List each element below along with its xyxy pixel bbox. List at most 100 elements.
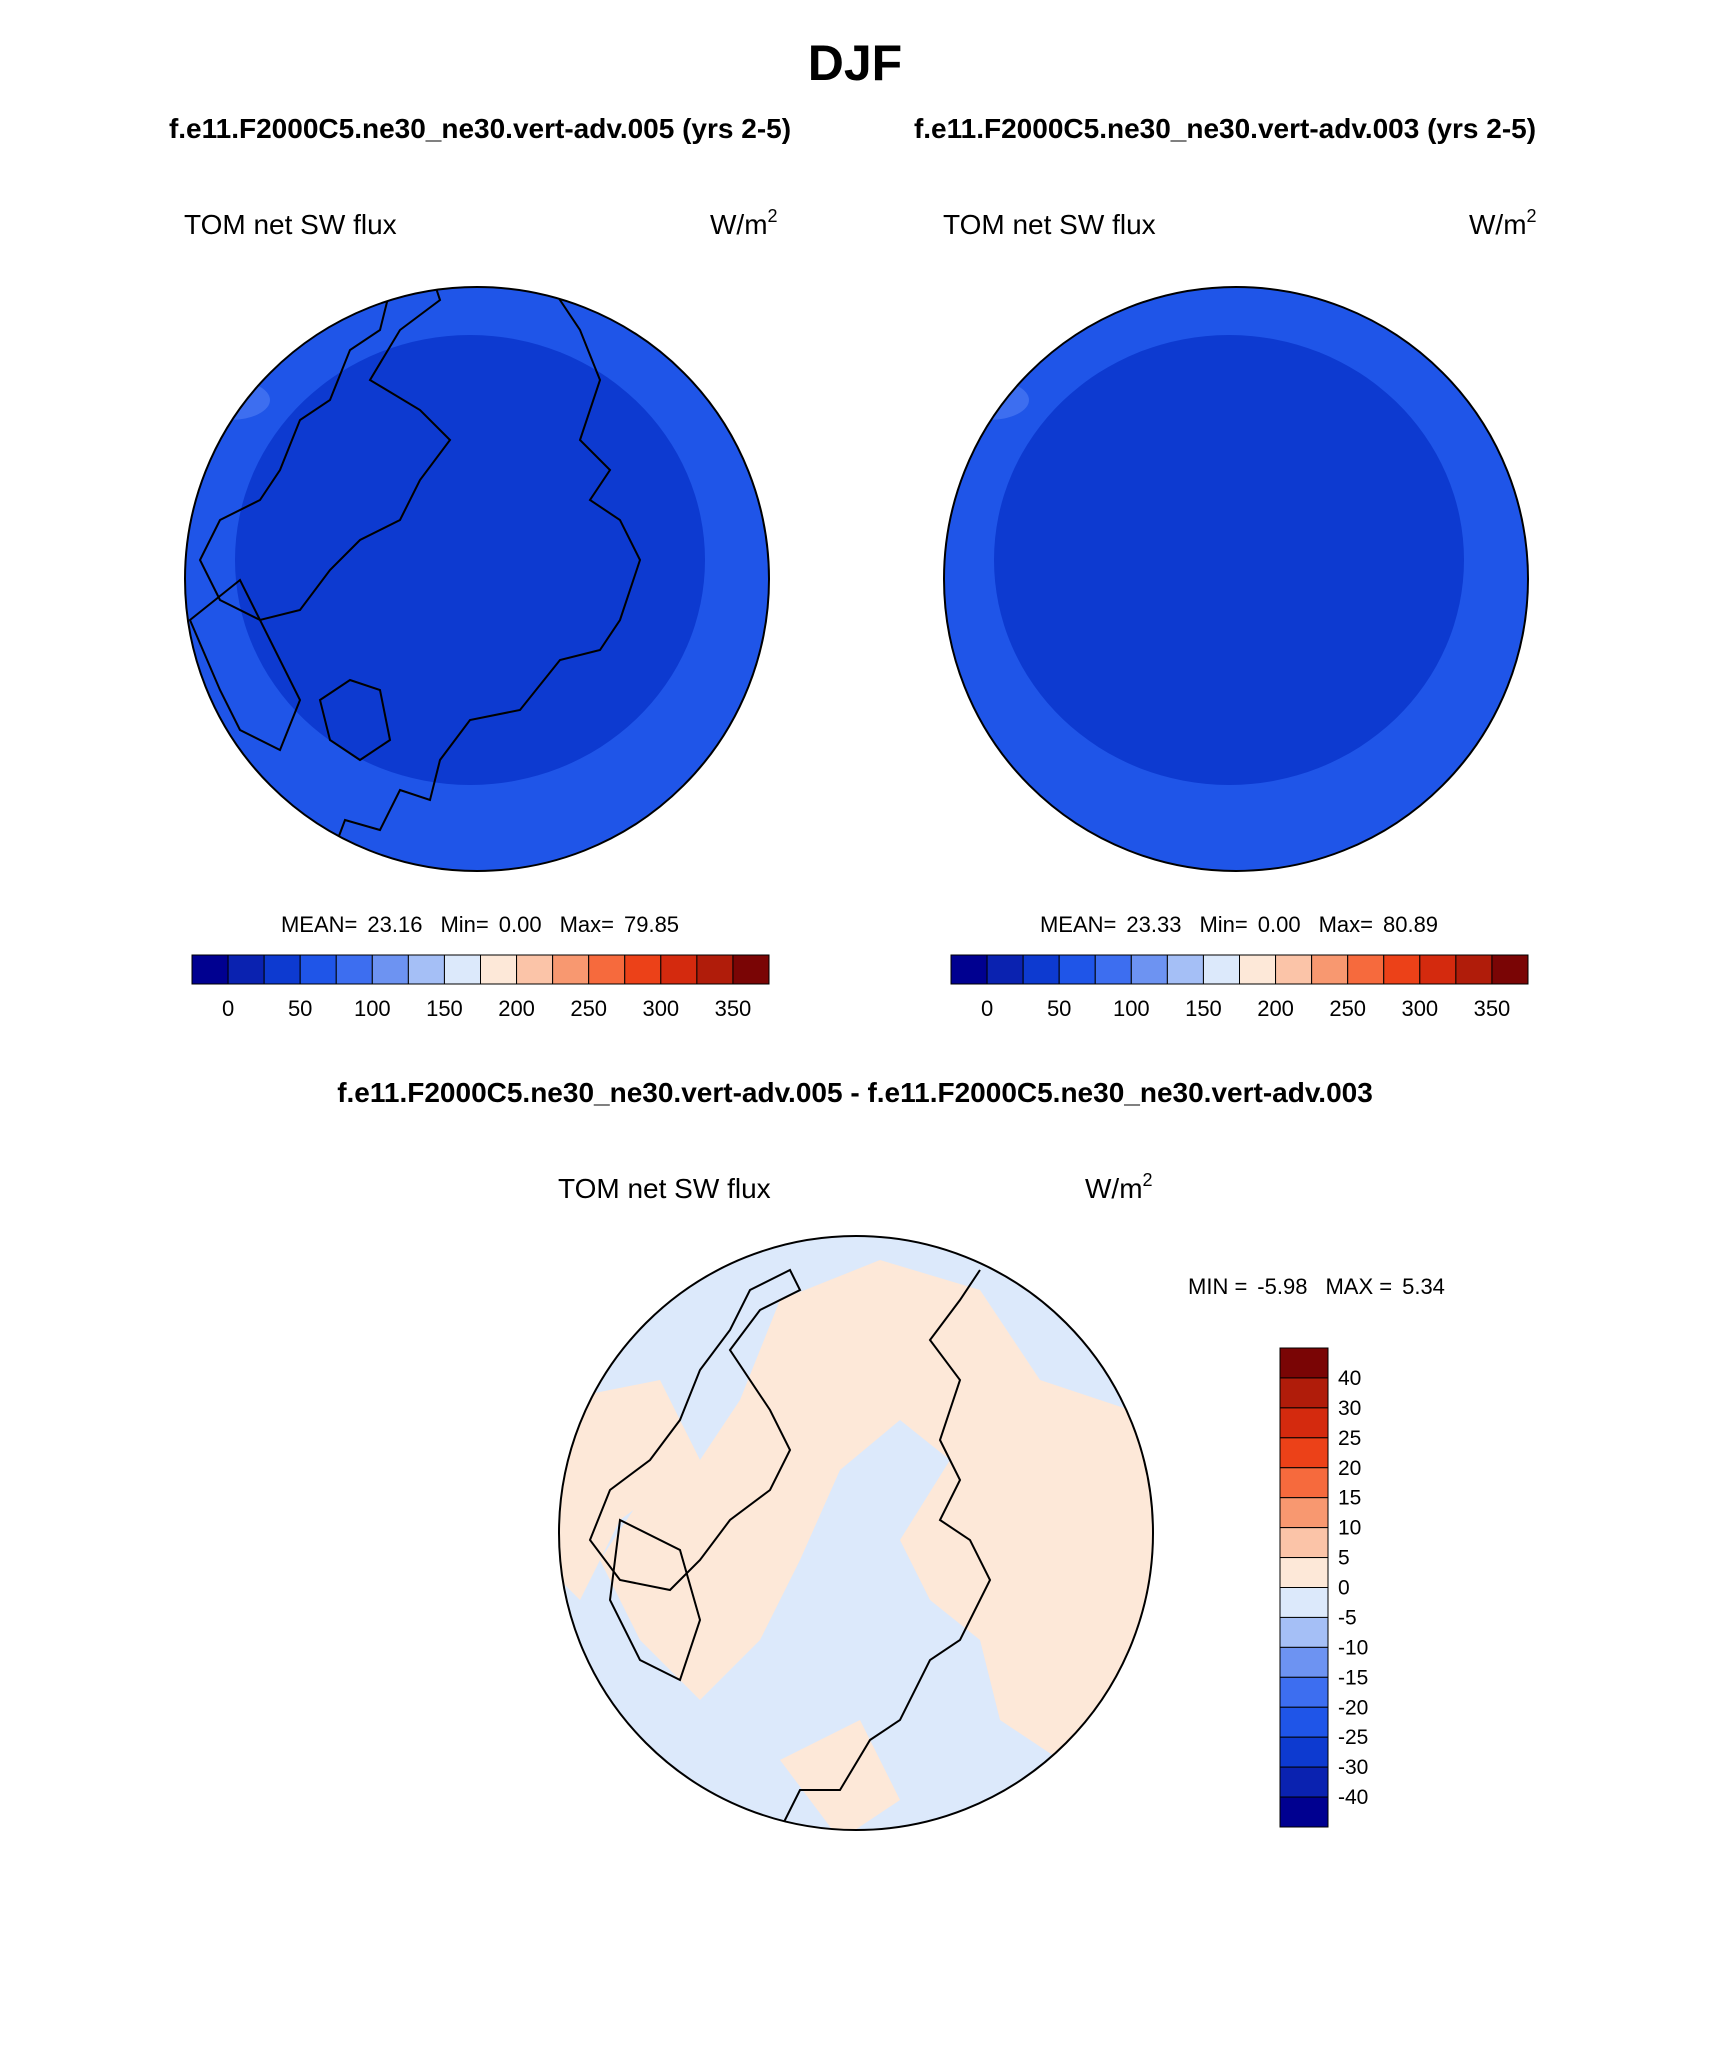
colorbar-box [1058,954,1096,985]
colorbar-label: -30 [1338,1756,1368,1779]
colorbar-box [552,954,590,985]
panel-label: TOM net SW flux [558,1173,771,1204]
colorbar-box [1022,954,1060,985]
colorbar-box [263,954,301,985]
colorbar-label: 150 [1185,996,1222,1021]
stats-min-label: MIN = [1188,1274,1247,1299]
colorbar-box [1279,1706,1329,1738]
colorbar-label: 200 [498,996,535,1021]
units-text: W/m [710,209,768,240]
colorbar-box [443,954,481,985]
colorbar-label: 0 [222,996,234,1021]
units-text: W/m [1469,209,1527,240]
colorbar-label: 200 [1257,996,1294,1021]
colorbar-box [1279,1497,1329,1529]
map-border [184,286,770,872]
colorbar-box [1279,1377,1329,1409]
colorbar-box [1202,954,1240,985]
stats-mean-label: MEAN= [1040,912,1116,937]
units: W/m2 [1085,1170,1153,1204]
map [559,1236,1153,1830]
map-border [558,1235,1154,1831]
map [944,287,1528,871]
colorbar-box [1279,1736,1329,1768]
colorbar-box [1275,954,1313,985]
colorbar-label: -25 [1338,1726,1368,1749]
colorbar-box [371,954,409,985]
colorbar-box [1279,1407,1329,1439]
colorbar-label: 0 [1338,1577,1350,1600]
stats-min: 0.00 [1258,912,1301,937]
title: DJF [808,35,902,91]
colorbar-label: -15 [1338,1666,1368,1689]
colorbar-box [986,954,1024,985]
stats-max-label: Max= [560,912,614,937]
stats: MEAN= 23.16 Min= 0.00 Max= 79.85 [281,912,679,937]
colorbar-box [660,954,698,985]
colorbar-box [1166,954,1204,985]
stats-min-label: Min= [440,912,488,937]
colorbar-box [1279,1437,1329,1469]
colorbar-box [624,954,662,985]
colorbar-label: 20 [1338,1457,1361,1480]
colorbar-box [227,954,265,985]
colorbar-label: 50 [1047,996,1071,1021]
colorbar-box [407,954,445,985]
colorbar-box [480,954,518,985]
units-sup: 2 [768,206,778,226]
colorbar-label: 100 [1113,996,1150,1021]
colorbar-label: 350 [715,996,752,1021]
colorbar-box [191,954,229,985]
colorbar-box [588,954,626,985]
coastline [588,1268,992,1830]
colorbar-box [1383,954,1421,985]
units: W/m2 [1469,206,1537,240]
colorbar-box [1279,1616,1329,1648]
colorbar-box [1279,1796,1329,1828]
colorbar-label: 50 [288,996,312,1021]
stats-mean: 23.33 [1126,912,1181,937]
panel-label: TOM net SW flux [184,209,397,240]
stats-min: 0.00 [499,912,542,937]
colorbar-box [696,954,734,985]
colorbar-box [1279,1527,1329,1559]
colorbar-box [1279,1467,1329,1499]
stats-max: 79.85 [624,912,679,937]
colorbar-label: 250 [1329,996,1366,1021]
colorbar-box [335,954,373,985]
stats-mean: 23.16 [367,912,422,937]
stats-min-label: Min= [1199,912,1247,937]
colorbar-box [1279,1557,1329,1588]
colorbar-box [1419,954,1457,985]
subtitle: f.e11.F2000C5.ne30_ne30.vert-adv.005 (yr… [169,113,791,144]
colorbar-box [299,954,337,985]
stats-mean-label: MEAN= [281,912,357,937]
difference-title: f.e11.F2000C5.ne30_ne30.vert-adv.005 - f… [337,1077,1373,1108]
colorbar-box [1279,1587,1329,1618]
colorbar-label: 100 [354,996,391,1021]
colorbar-label: 25 [1338,1427,1361,1450]
colorbar-label: 150 [426,996,463,1021]
units-sup: 2 [1143,1170,1153,1190]
colorbar-box [1279,1676,1329,1708]
colorbar-label: 15 [1338,1487,1361,1510]
colorbar-box [1279,1766,1329,1798]
colorbar-box [1347,954,1385,985]
subtitle: f.e11.F2000C5.ne30_ne30.vert-adv.003 (yr… [914,113,1536,144]
stats-min: -5.98 [1257,1274,1307,1299]
colorbar-label: 300 [1401,996,1438,1021]
colorbar-box [1279,1347,1329,1379]
colorbar-box [1455,954,1493,985]
colorbar-box [1130,954,1168,985]
colorbar-box [732,954,770,985]
colorbar-box [950,954,988,985]
units-sup: 2 [1527,206,1537,226]
colorbar-label: 350 [1474,996,1511,1021]
colorbar-label: 250 [570,996,607,1021]
colorbar-box [1491,954,1529,985]
stats: MEAN= 23.33 Min= 0.00 Max= 80.89 [1040,912,1438,937]
stats-max: 80.89 [1383,912,1438,937]
colorbar-label: 30 [1338,1397,1361,1420]
colorbar-label: -20 [1338,1696,1368,1719]
